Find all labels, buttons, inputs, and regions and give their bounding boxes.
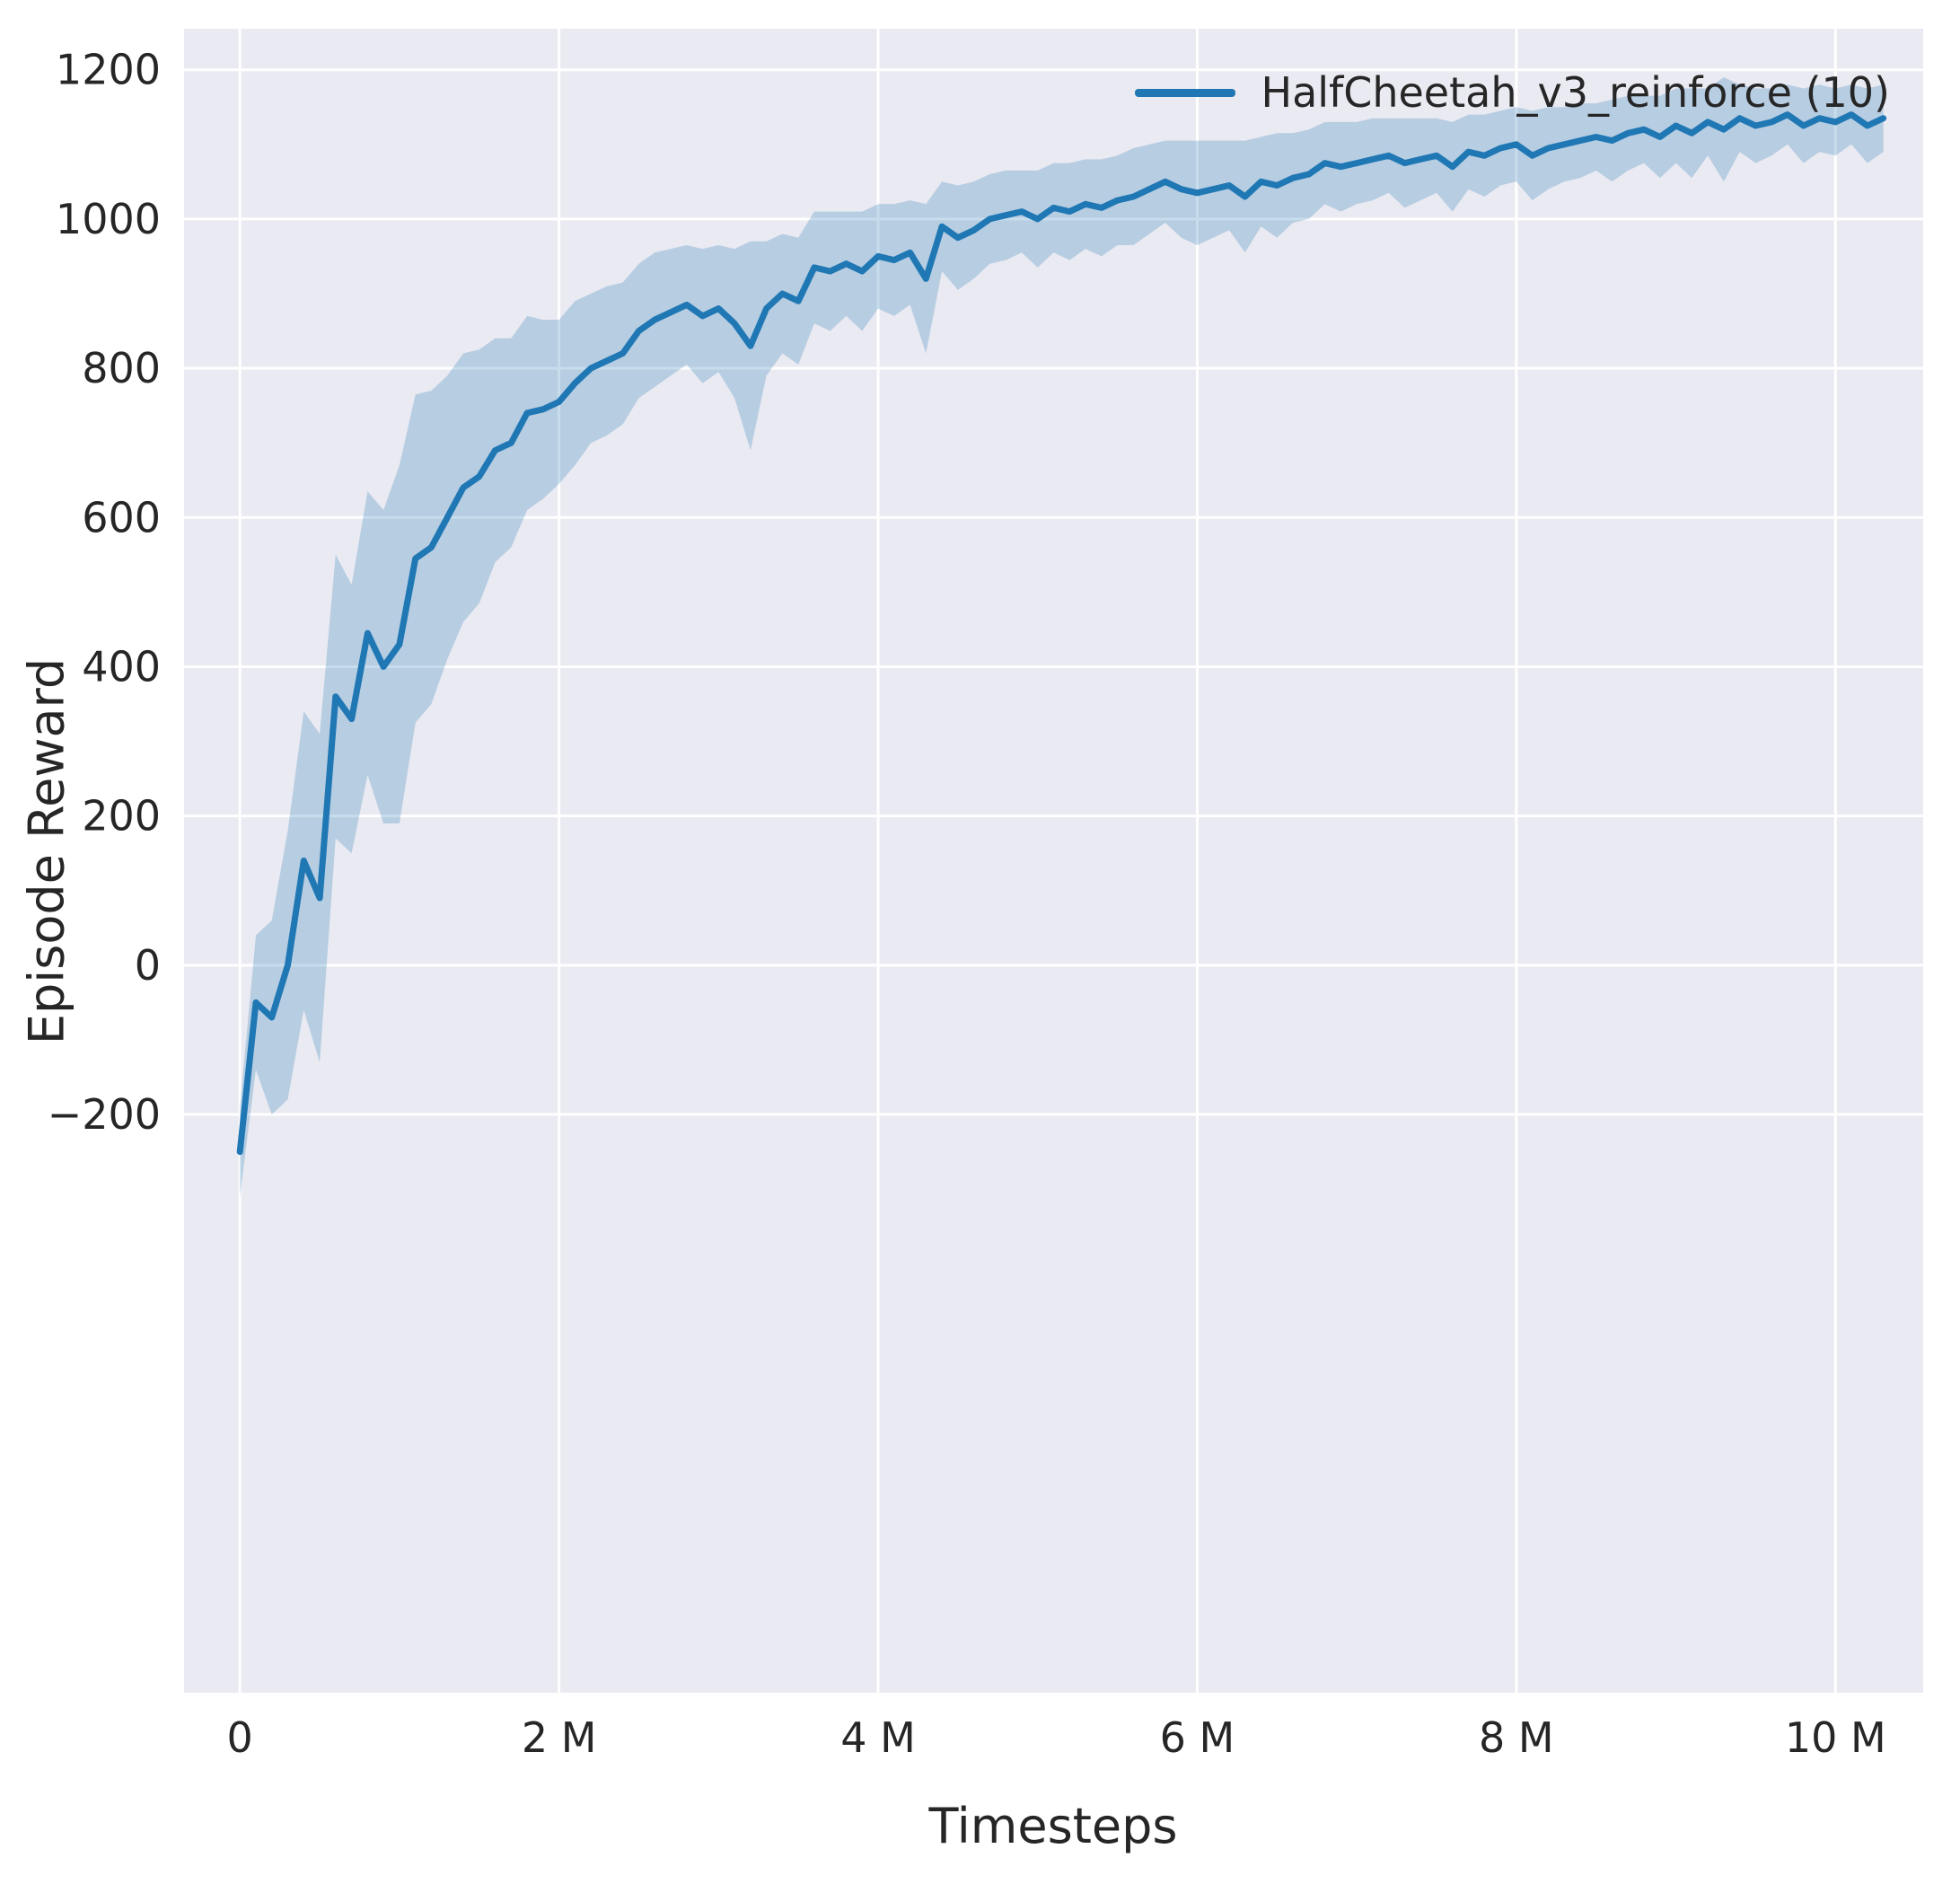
y-axis-label: Episode Reward (18, 657, 75, 1045)
x-tick-label: 4 M (840, 1713, 916, 1762)
x-tick-label: 6 M (1160, 1713, 1235, 1762)
y-tick-label: 200 (82, 792, 161, 841)
y-tick-label: 1000 (56, 195, 161, 243)
y-tick-label: 0 (135, 941, 161, 990)
y-tick-label: 800 (82, 344, 161, 392)
y-tick-label: 400 (82, 642, 161, 691)
legend-label: HalfCheetah_v3_reinforce (10) (1261, 68, 1890, 117)
reward-line (236, 111, 1887, 1156)
legend: HalfCheetah_v3_reinforce (10) (1135, 72, 1890, 113)
x-tick-label: 8 M (1479, 1713, 1554, 1762)
x-tick-label: 0 (227, 1713, 253, 1762)
y-tick-label: 1200 (56, 46, 161, 94)
x-tick-label: 10 M (1785, 1713, 1886, 1762)
y-tick-label: 600 (82, 493, 161, 541)
y-tick-label: −200 (48, 1090, 161, 1139)
x-tick-label: 2 M (522, 1713, 597, 1762)
x-axis-label: Timesteps (928, 1798, 1178, 1854)
confidence-band (240, 77, 1884, 1197)
plot-background (184, 29, 1923, 1693)
legend-line-swatch (1135, 88, 1236, 97)
